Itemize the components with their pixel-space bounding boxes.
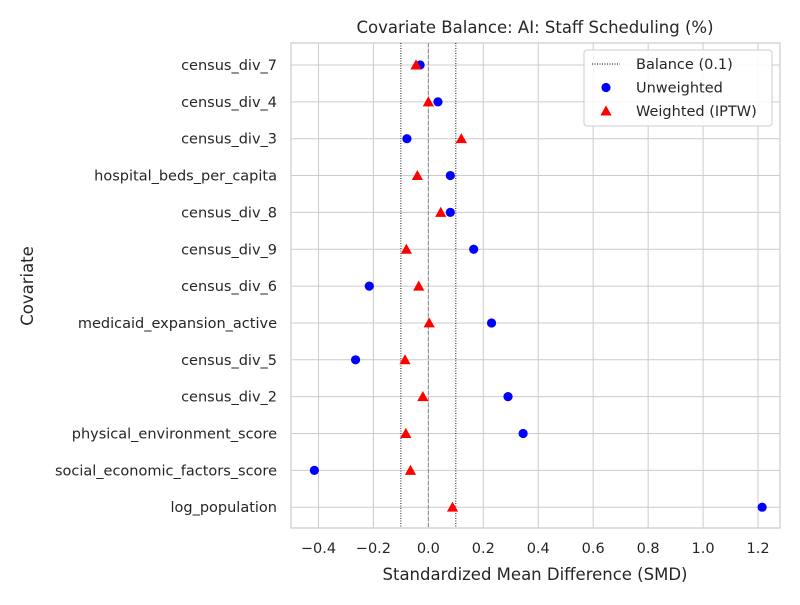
weighted-point [411,169,423,181]
y-tick-label: census_div_5 [181,353,277,369]
legend: Balance (0.1) Unweighted Weighted (IPTW) [583,49,773,127]
y-axis-title: Covariate [18,246,37,326]
unweighted-point [402,134,412,144]
x-tick-label: −0.2 [356,541,391,557]
x-tick-label: 1.2 [746,541,769,557]
x-axis-title: Standardized Mean Difference (SMD) [383,565,688,584]
weighted-point [422,96,434,107]
unweighted-point [433,97,443,107]
chart-title: Covariate Balance: AI: Staff Scheduling … [356,18,713,37]
y-tick-label: physical_environment_score [72,427,277,443]
x-tick-label: 0.8 [637,541,660,557]
unweighted-point [445,170,455,181]
weighted-point [404,464,417,475]
weighted-point [400,427,412,438]
x-tick-label: 0.0 [417,541,440,557]
x-tick-label: −0.4 [301,541,336,557]
weighted-point [455,133,467,144]
unweighted-point [518,428,528,439]
plot-area: −0.4 −0.2 0.0 0.2 0.4 0.6 0.8 1.0 1.2 census_div_… [55,42,781,557]
unweighted-point [445,207,455,217]
legend-weighted-swatch [600,105,612,116]
weighted-point [400,243,412,254]
unweighted-point [486,318,497,328]
weighted-point [410,59,422,70]
weighted-point [435,206,447,217]
y-tick-label: log_population [170,500,277,516]
legend-label: Weighted (IPTW) [636,104,757,120]
y-tick-label: census_div_6 [181,279,277,295]
y-tick-label: census_div_9 [181,242,277,258]
y-tick-label: hospital_beds_per_capita [94,169,277,185]
unweighted-point [350,355,361,365]
unweighted-point [309,465,319,475]
weighted-point [413,280,425,291]
x-tick-label: 0.4 [527,541,550,557]
unweighted-point [503,392,513,402]
unweighted-point [469,244,479,254]
y-tick-label: census_div_4 [181,95,277,111]
legend-box [583,49,773,127]
x-tick-label: 0.2 [472,541,495,557]
legend-label: Balance (0.1) [636,57,733,73]
y-tick-label: census_div_7 [181,58,277,74]
legend-unweighted-swatch [601,82,611,93]
x-tick-label: 0.6 [582,541,605,557]
y-tick-label: census_div_2 [181,390,277,406]
weighted-point [417,391,429,402]
plot-frame [290,42,781,529]
y-tick-label: medicaid_expansion_active [78,316,277,332]
y-tick-label: census_div_3 [181,132,277,148]
weighted-point [446,501,459,512]
unweighted-point [364,281,374,291]
weighted-point [423,317,435,328]
y-tick-label: census_div_8 [181,205,277,221]
x-tick-label: 1.0 [692,541,715,557]
y-tick-label: social_economic_factors_score [55,463,277,479]
weighted-point [399,354,411,365]
unweighted-point [757,502,767,512]
legend-label: Unweighted [636,81,723,97]
